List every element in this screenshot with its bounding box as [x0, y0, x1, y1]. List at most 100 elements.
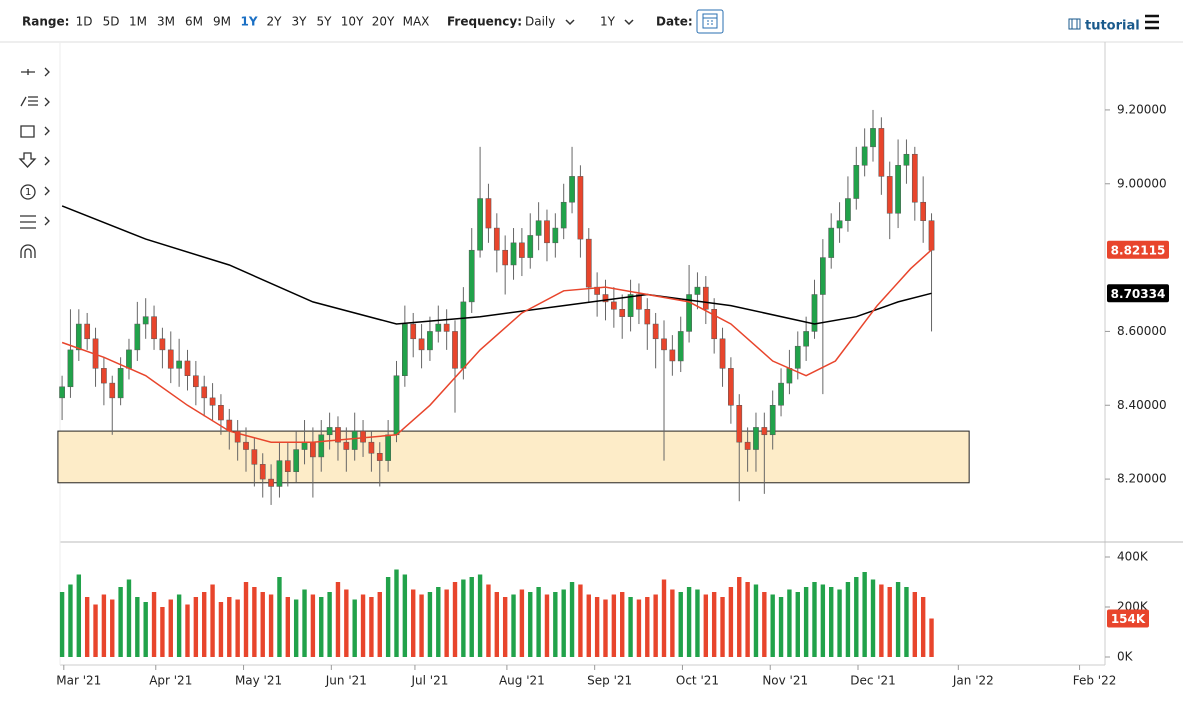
volume-bar: [118, 587, 123, 657]
volume-bar: [879, 584, 884, 657]
range-button[interactable]: 3Y: [292, 15, 308, 29]
range-button[interactable]: 2Y: [267, 15, 283, 29]
volume-bar: [377, 592, 382, 657]
moving-average: [61, 249, 933, 443]
range-button[interactable]: 1Y: [240, 15, 257, 29]
candle-body: [117, 368, 124, 399]
candle-body: [911, 153, 918, 203]
calendar-button[interactable]: [696, 9, 724, 34]
candle-body: [218, 405, 224, 421]
volume-bar: [344, 589, 349, 657]
volume-bar: [411, 589, 416, 657]
candle-body: [778, 382, 784, 406]
tutorial-link[interactable]: tutorial: [1085, 19, 1140, 34]
range-button[interactable]: 3M: [157, 15, 175, 29]
candle-body: [402, 323, 408, 376]
volume-bar: [93, 604, 98, 657]
candle-body: [427, 331, 433, 351]
volume-bar: [611, 594, 617, 657]
volume-bar: [252, 587, 257, 657]
candle-body: [234, 430, 241, 443]
candle-body: [569, 176, 575, 203]
frequency-select[interactable]: Daily: [525, 15, 555, 29]
candle-body: [845, 198, 851, 221]
candle-body: [343, 441, 350, 450]
candle-body: [201, 386, 208, 399]
volume-bar: [703, 594, 709, 657]
volume-bar: [385, 577, 391, 657]
candle-body: [75, 323, 82, 351]
candle-body: [560, 201, 567, 229]
candle-body: [895, 165, 901, 214]
volume-bar: [202, 592, 207, 657]
range-button[interactable]: MAX: [403, 15, 430, 29]
drawing-tools[interactable]: [18, 67, 50, 258]
tool-line[interactable]: [21, 67, 50, 77]
frequency-label: Frequency:: [447, 15, 522, 29]
range-button[interactable]: 10Y: [341, 15, 364, 29]
candle-body: [920, 201, 927, 221]
range-label: Range:: [22, 15, 69, 29]
volume-bar: [661, 579, 667, 657]
tool-rect[interactable]: [20, 125, 50, 138]
candle-body: [702, 286, 709, 310]
candle-body: [318, 434, 325, 458]
candle-body: [728, 368, 734, 406]
x-tick-label: Nov '21: [762, 674, 808, 688]
candle-body: [67, 349, 74, 388]
volume-tick-label: 400K: [1117, 550, 1149, 564]
volume-bar: [628, 597, 633, 657]
volume-bar: [929, 618, 934, 657]
volume-bar: [369, 597, 374, 657]
tool-arrow[interactable]: [18, 152, 50, 168]
candle-body: [753, 427, 759, 450]
range-button[interactable]: 5D: [103, 15, 120, 29]
tutorial-icon[interactable]: [1068, 18, 1081, 30]
volume-bar: [778, 597, 784, 657]
volume-bar: [452, 582, 458, 657]
candle-body: [661, 338, 667, 351]
volume-bar: [143, 602, 148, 657]
candle-body: [636, 294, 642, 310]
tool-levels[interactable]: [20, 215, 50, 229]
period-select[interactable]: 1Y: [600, 15, 616, 29]
volume-bar: [753, 584, 759, 657]
candle-body: [460, 301, 467, 369]
volume-bar: [862, 572, 867, 657]
volume-bar: [745, 582, 750, 657]
range-button[interactable]: 5Y: [317, 15, 333, 29]
candle-body: [351, 430, 358, 450]
candle-body: [243, 441, 249, 450]
candle-body: [878, 128, 885, 177]
candle-body: [510, 242, 517, 266]
volume-bar: [895, 582, 901, 657]
dropdown-chevrons[interactable]: [565, 19, 634, 26]
candle-body: [928, 220, 935, 251]
tool-magnet[interactable]: [20, 244, 36, 258]
candle-body: [134, 323, 141, 351]
price-marker: [1107, 240, 1169, 259]
volume-bar: [76, 574, 82, 657]
volume-bar: [920, 597, 926, 657]
volume-marker: [1107, 609, 1149, 628]
menu-button[interactable]: [1145, 14, 1159, 30]
volume-bar: [653, 594, 658, 657]
volume-bar: [486, 584, 491, 657]
x-tick-label: Apr '21: [149, 674, 192, 688]
tool-note[interactable]: [20, 184, 36, 200]
tool-fib[interactable]: [20, 96, 50, 107]
range-button[interactable]: 1D: [76, 15, 93, 29]
candle-body: [84, 323, 91, 340]
volume-bar: [845, 582, 851, 657]
range-button[interactable]: 20Y: [372, 15, 395, 29]
candle-body: [284, 460, 291, 472]
candle-body: [669, 349, 676, 362]
candle-body: [527, 235, 534, 258]
range-button[interactable]: 6M: [185, 15, 203, 29]
date-label: Date:: [656, 15, 693, 29]
range-button[interactable]: 1M: [129, 15, 147, 29]
x-tick-label: Mar '21: [56, 674, 101, 688]
range-button[interactable]: 9M: [213, 15, 231, 29]
volume-bar: [477, 574, 483, 657]
volume-bar: [678, 592, 683, 657]
